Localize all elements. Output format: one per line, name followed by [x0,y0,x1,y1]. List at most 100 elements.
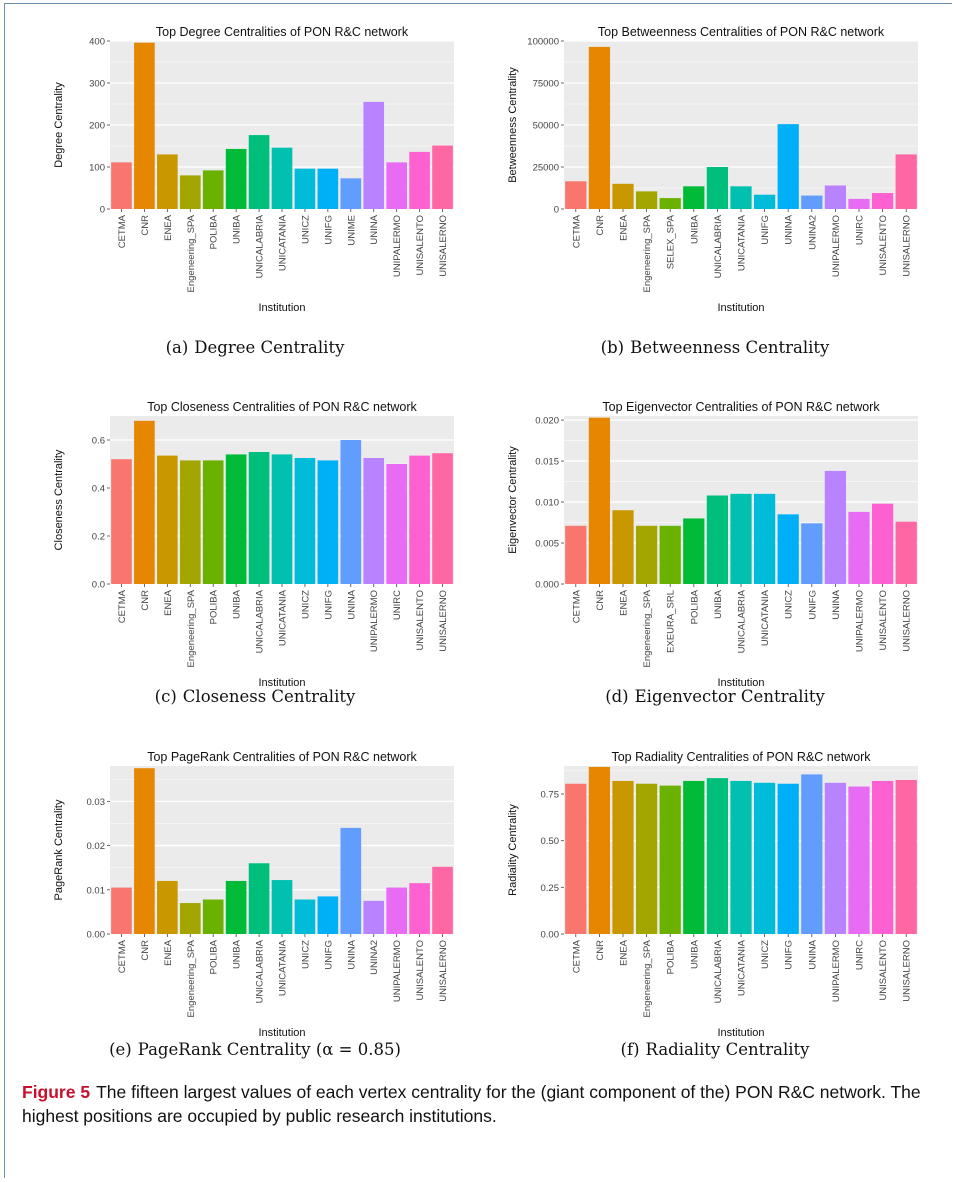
x-tick-label: UNINA [369,214,380,244]
x-tick-label: ENEA [619,939,630,966]
x-tick-label: CNR [595,590,606,611]
x-tick-label: SELEX_SPA [666,214,677,269]
y-tick-label: 0.2 [92,532,105,543]
bar [248,135,270,209]
x-tick-label: UNIRC [855,940,866,970]
bar [202,170,224,209]
bar [157,880,178,934]
x-tick-label: UNINA [807,939,818,969]
subcaption-letter: (b) [600,338,625,357]
bar [777,783,799,934]
bar [363,900,385,934]
bar [753,194,776,209]
x-tick-label: UNIBA [689,214,700,244]
x-tick-label: UNIRC [392,590,403,620]
bar [317,168,339,209]
x-tick-label: UNICATANIA [737,939,748,996]
bar [225,148,247,209]
bar [777,124,799,209]
x-tick-label: CETMA [571,589,582,623]
x-tick-label: UNICATANIA [278,214,289,271]
subcaption-letter: (e) [109,1040,132,1059]
x-tick-label: Engeneering_SPA [186,939,197,1017]
bar [432,866,453,934]
y-tick-label: 0.4 [92,484,105,495]
bar [248,452,270,584]
x-tick-label: UNICATANIA [737,214,748,271]
x-tick-label: UNINA [831,589,842,619]
x-axis-label: Institution [258,302,305,314]
x-tick-label: UNIPALERMO [831,940,842,1002]
chart-panel-pagerank: Top PageRank Centralities of PON R&C net… [50,750,460,1042]
y-axis-label: Degree Centrality [53,82,65,168]
bar [848,786,870,934]
bar [340,178,362,209]
bar [294,168,316,209]
y-tick-label: 100 [89,163,105,174]
y-tick-label: 0.01 [87,885,106,896]
x-tick-label: UNICALABRIA [713,214,724,278]
bar [294,458,316,584]
y-axis-label: Betweenness Centrality [507,67,519,183]
y-tick-label: 0 [554,205,559,216]
x-tick-label: UNIFG [323,940,334,970]
bar [202,899,224,934]
x-tick-label: UNICALABRIA [737,589,748,653]
x-tick-label: UNIRC [855,215,866,245]
chart-title: Top Betweenness Centralities of PON R&C … [598,25,885,39]
bar [134,768,155,934]
eigenvector-centrality-chart: Top Eigenvector Centralities of PON R&C … [507,400,918,689]
x-tick-label: UNISALENTO [878,940,889,1001]
chart-title: Top Degree Centralities of PON R&C netwo… [156,25,409,39]
bar [612,183,634,209]
x-tick-label: UNICZ [784,590,795,619]
bar [111,459,132,584]
x-tick-label: UNIBA [232,939,243,969]
x-tick-label: UNIPALERMO [369,590,380,652]
x-tick-label: UNISALENTO [415,590,426,651]
y-tick-label: 0.03 [87,797,106,808]
x-axis-label: Institution [717,302,764,314]
bar [801,195,823,209]
x-tick-label: CETMA [117,589,128,623]
bar [848,511,870,584]
x-tick-label: CNR [140,215,151,236]
y-tick-label: 0.00 [541,930,560,941]
bar [179,460,201,584]
x-tick-label: UNIPALERMO [392,940,403,1002]
y-tick-label: 25000 [533,163,559,174]
bar [659,525,681,584]
chart-title: Top Eigenvector Centralities of PON R&C … [602,400,880,414]
y-axis-label: Closeness Centrality [53,449,65,550]
x-tick-label: CNR [140,940,151,961]
y-tick-label: 0.005 [535,539,559,550]
bar [409,455,430,584]
y-tick-label: 0.0 [92,580,105,591]
chart-panel-eigenvector: Top Eigenvector Centralities of PON R&C … [504,400,924,692]
y-tick-label: 50000 [533,121,559,132]
x-tick-label: ENEA [163,589,174,616]
subcaption-d: (d) Eigenvector Centrality [535,687,895,706]
x-tick-label: ENEA [163,939,174,966]
subcaption-e: (e) PageRank Centrality (α = 0.85) [75,1040,435,1059]
bar [565,783,587,934]
bar [157,455,178,584]
bar [683,780,705,934]
x-tick-label: CETMA [571,939,582,973]
x-tick-label: UNISALERNO [902,590,913,652]
x-tick-label: Engeneering_SPA [642,589,653,667]
bar [409,883,430,934]
bar [179,903,201,934]
bar [588,46,611,209]
bar [706,495,729,584]
x-tick-label: UNIPALERMO [392,215,403,277]
bar [340,440,362,584]
x-tick-label: UNICALABRIA [255,939,266,1003]
x-tick-label: UNICALABRIA [713,939,724,1003]
figure-label: Figure 5 [22,1082,91,1102]
bar [588,766,611,934]
bar [588,417,611,584]
bar [659,198,681,209]
bar [179,175,201,209]
bar [386,887,407,934]
